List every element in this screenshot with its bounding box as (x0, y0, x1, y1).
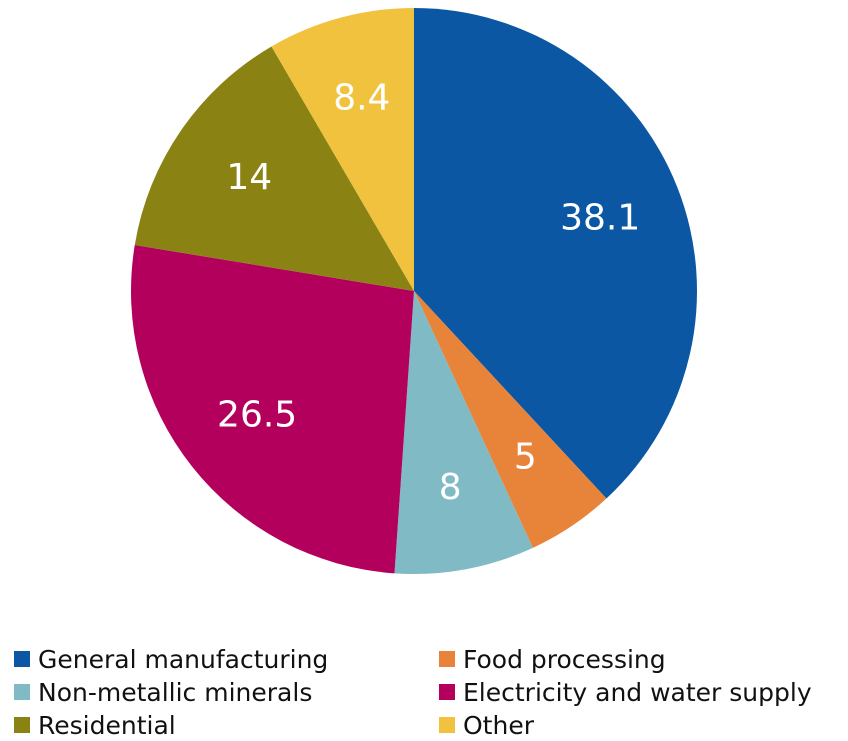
legend-item-electricity-and-water-supply: Electricity and water supply (439, 676, 844, 708)
legend-item-non-metallic-minerals: Non-metallic minerals (14, 676, 439, 708)
slice-value-label-non-metallic-minerals: 8 (439, 467, 462, 508)
pie-slice-electricity-and-water-supply (130, 244, 414, 574)
slice-value-label-other: 8.4 (333, 77, 390, 118)
legend-label: Residential (38, 710, 176, 740)
slice-value-label-residential: 14 (226, 157, 272, 198)
legend-swatch (439, 651, 455, 667)
pie-slice-general-manufacturing (414, 8, 697, 499)
legend-item-residential: Residential (14, 709, 439, 741)
slice-value-label-food-processing: 5 (514, 437, 537, 478)
chart-legend: General manufacturing Food processing Non-… (14, 643, 844, 741)
pie-slice-non-metallic-minerals (394, 291, 533, 574)
legend-item-general-manufacturing: General manufacturing (14, 643, 439, 675)
slice-value-label-general-manufacturing: 38.1 (560, 197, 640, 238)
legend-swatch (439, 717, 455, 733)
legend-label: General manufacturing (38, 644, 329, 674)
legend-swatch (439, 684, 455, 700)
pie-chart: 38.1 5 8 26.5 14 8.4 (130, 8, 697, 574)
legend-label: Other (463, 710, 534, 740)
pie-slice-food-processing (414, 291, 607, 548)
legend-swatch (14, 717, 30, 733)
slice-value-label-electricity-and-water-supply: 26.5 (217, 395, 297, 436)
legend-item-other: Other (439, 709, 844, 741)
legend-label: Food processing (463, 644, 666, 674)
legend-label: Non-metallic minerals (38, 677, 313, 707)
pie-slice-other (271, 8, 414, 291)
legend-item-food-processing: Food processing (439, 643, 844, 675)
legend-swatch (14, 684, 30, 700)
legend-swatch (14, 651, 30, 667)
pie-slice-residential (134, 46, 414, 291)
legend-label: Electricity and water supply (463, 677, 812, 707)
